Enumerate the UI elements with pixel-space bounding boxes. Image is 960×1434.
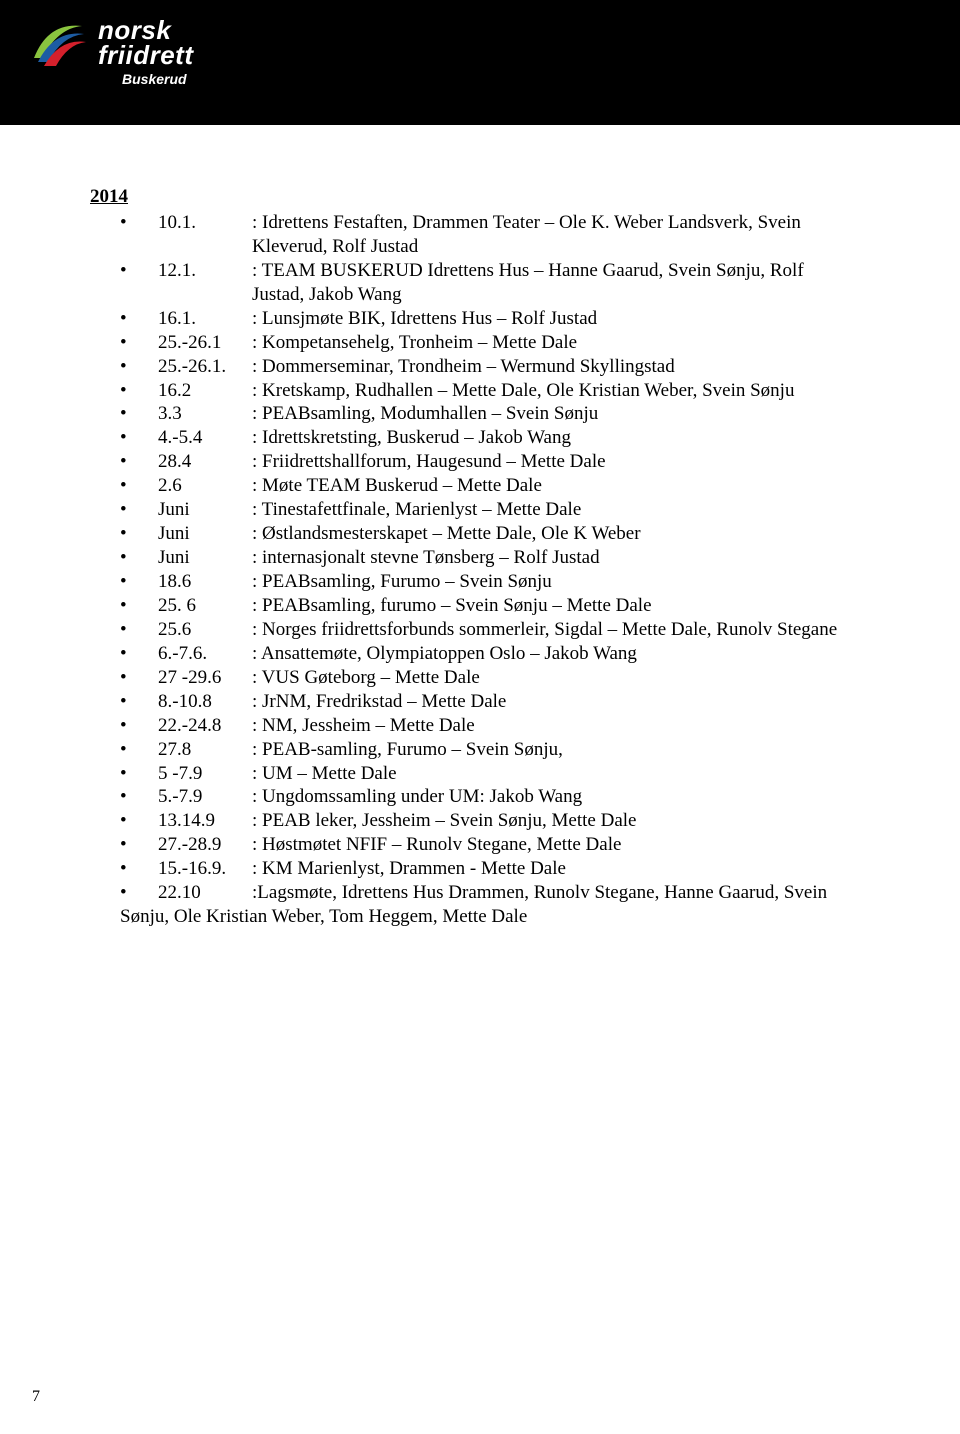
list-item: 27 -29.6: VUS Gøteborg – Mette Dale: [120, 666, 870, 690]
event-date: 27.-28.9: [158, 833, 252, 857]
list-item: 4.-5.4: Idrettskretsting, Buskerud – Jak…: [120, 426, 870, 450]
list-item: 13.14.9: PEAB leker, Jessheim – Svein Sø…: [120, 809, 870, 833]
event-text: : PEAB leker, Jessheim – Svein Sønju, Me…: [252, 810, 636, 831]
event-text: : Ansattemøte, Olympiatoppen Oslo – Jako…: [252, 643, 637, 664]
event-text: : Norges friidrettsforbunds sommerleir, …: [252, 619, 837, 640]
event-date: 27.8: [158, 738, 252, 762]
event-date: 3.3: [158, 402, 252, 426]
event-date: 25. 6: [158, 594, 252, 618]
event-text: : Møte TEAM Buskerud – Mette Dale: [252, 475, 542, 496]
event-date: Juni: [158, 498, 252, 522]
list-item: Juni: internasjonalt stevne Tønsberg – R…: [120, 546, 870, 570]
header-banner: norsk friidrett Buskerud: [0, 0, 960, 125]
event-text: : TEAM BUSKERUD Idrettens Hus – Hanne Ga…: [252, 260, 804, 281]
event-date: 15.-16.9.: [158, 857, 252, 881]
event-text: : PEABsamling, furumo – Svein Sønju – Me…: [252, 595, 652, 616]
event-date: 22.-24.8: [158, 714, 252, 738]
track-stripes: [180, 0, 960, 125]
event-date: 22.10: [158, 881, 252, 905]
list-item: 5.-7.9: Ungdomssamling under UM: Jakob W…: [120, 785, 870, 809]
logo-line2: friidrett: [98, 43, 194, 68]
event-date: 18.6: [158, 570, 252, 594]
event-date: Juni: [158, 546, 252, 570]
event-text: : PEAB-samling, Furumo – Svein Sønju,: [252, 739, 563, 760]
event-date: 25.6: [158, 618, 252, 642]
event-list: 10.1.: Idrettens Festaften, Drammen Teat…: [90, 211, 870, 929]
event-date: 16.1.: [158, 307, 252, 331]
list-item: 27.8: PEAB-samling, Furumo – Svein Sønju…: [120, 738, 870, 762]
list-item: 25. 6: PEABsamling, furumo – Svein Sønju…: [120, 594, 870, 618]
event-date: Juni: [158, 522, 252, 546]
event-date: 12.1.: [158, 259, 252, 283]
list-item: 3.3: PEABsamling, Modumhallen – Svein Sø…: [120, 402, 870, 426]
list-item: 22.-24.8: NM, Jessheim – Mette Dale: [120, 714, 870, 738]
event-text: : Østlandsmesterskapet – Mette Dale, Ole…: [252, 523, 641, 544]
list-item: 12.1.: TEAM BUSKERUD Idrettens Hus – Han…: [120, 259, 870, 307]
event-text-cont: Kleverud, Rolf Justad: [158, 235, 870, 259]
event-date: 13.14.9: [158, 809, 252, 833]
logo-sub: Buskerud: [122, 71, 194, 87]
event-date: 8.-10.8: [158, 690, 252, 714]
list-item: 25.6: Norges friidrettsforbunds sommerle…: [120, 618, 870, 642]
list-item: 25.-26.1.: Dommerseminar, Trondheim – We…: [120, 355, 870, 379]
page-content: 2014 10.1.: Idrettens Festaften, Drammen…: [0, 125, 960, 929]
event-text: : Friidrettshallforum, Haugesund – Mette…: [252, 451, 606, 472]
event-date: 25.-26.1: [158, 331, 252, 355]
list-item: 27.-28.9: Høstmøtet NFIF – Runolv Stegan…: [120, 833, 870, 857]
list-item: 10.1.: Idrettens Festaften, Drammen Teat…: [120, 211, 870, 259]
event-date: 10.1.: [158, 211, 252, 235]
event-text-cont: Sønju, Ole Kristian Weber, Tom Heggem, M…: [120, 905, 870, 929]
list-item: Juni: Tinestafettfinale, Marienlyst – Me…: [120, 498, 870, 522]
event-text: : KM Marienlyst, Drammen - Mette Dale: [252, 858, 566, 879]
org-logo: norsk friidrett Buskerud: [28, 12, 194, 87]
event-date: 28.4: [158, 450, 252, 474]
event-text: : PEABsamling, Furumo – Svein Sønju: [252, 571, 552, 592]
event-text: : JrNM, Fredrikstad – Mette Dale: [252, 691, 506, 712]
event-text: : VUS Gøteborg – Mette Dale: [252, 667, 480, 688]
event-text: : Idrettens Festaften, Drammen Teater – …: [252, 212, 801, 233]
event-text: : NM, Jessheim – Mette Dale: [252, 715, 475, 736]
event-date: 25.-26.1.: [158, 355, 252, 379]
event-text: :Lagsmøte, Idrettens Hus Drammen, Runolv…: [252, 882, 827, 903]
event-text: : Lunsjmøte BIK, Idrettens Hus – Rolf Ju…: [252, 308, 597, 329]
logo-swoosh-icon: [28, 12, 90, 79]
event-date: 5.-7.9: [158, 785, 252, 809]
list-item: 28.4: Friidrettshallforum, Haugesund – M…: [120, 450, 870, 474]
list-item: 18.6: PEABsamling, Furumo – Svein Sønju: [120, 570, 870, 594]
page-number: 7: [32, 1388, 40, 1406]
list-item: 22.10:Lagsmøte, Idrettens Hus Drammen, R…: [120, 881, 870, 929]
list-item: 25.-26.1: Kompetansehelg, Tronheim – Met…: [120, 331, 870, 355]
event-text: : Idrettskretsting, Buskerud – Jakob Wan…: [252, 427, 571, 448]
list-item: 16.1.: Lunsjmøte BIK, Idrettens Hus – Ro…: [120, 307, 870, 331]
event-date: 5 -7.9: [158, 762, 252, 786]
list-item: 8.-10.8: JrNM, Fredrikstad – Mette Dale: [120, 690, 870, 714]
list-item: 16.2: Kretskamp, Rudhallen – Mette Dale,…: [120, 379, 870, 403]
event-text: : Høstmøtet NFIF – Runolv Stegane, Mette…: [252, 834, 621, 855]
event-date: 16.2: [158, 379, 252, 403]
event-text: : Tinestafettfinale, Marienlyst – Mette …: [252, 499, 581, 520]
event-text: : Kompetansehelg, Tronheim – Mette Dale: [252, 332, 577, 353]
list-item: 5 -7.9: UM – Mette Dale: [120, 762, 870, 786]
logo-line1: norsk: [98, 18, 194, 43]
list-item: 15.-16.9.: KM Marienlyst, Drammen - Mett…: [120, 857, 870, 881]
list-item: 2.6: Møte TEAM Buskerud – Mette Dale: [120, 474, 870, 498]
event-text: : internasjonalt stevne Tønsberg – Rolf …: [252, 547, 600, 568]
event-date: 2.6: [158, 474, 252, 498]
year-heading: 2014: [90, 185, 870, 209]
event-text: : UM – Mette Dale: [252, 763, 397, 784]
event-text: : PEABsamling, Modumhallen – Svein Sønju: [252, 403, 598, 424]
event-date: 4.-5.4: [158, 426, 252, 450]
logo-text: norsk friidrett Buskerud: [98, 18, 194, 87]
event-text: : Kretskamp, Rudhallen – Mette Dale, Ole…: [252, 380, 794, 401]
event-date: 27 -29.6: [158, 666, 252, 690]
list-item: Juni: Østlandsmesterskapet – Mette Dale,…: [120, 522, 870, 546]
event-text-cont: Justad, Jakob Wang: [158, 283, 870, 307]
event-date: 6.-7.6.: [158, 642, 252, 666]
event-text: : Dommerseminar, Trondheim – Wermund Sky…: [252, 356, 675, 377]
event-text: : Ungdomssamling under UM: Jakob Wang: [252, 786, 582, 807]
list-item: 6.-7.6.: Ansattemøte, Olympiatoppen Oslo…: [120, 642, 870, 666]
